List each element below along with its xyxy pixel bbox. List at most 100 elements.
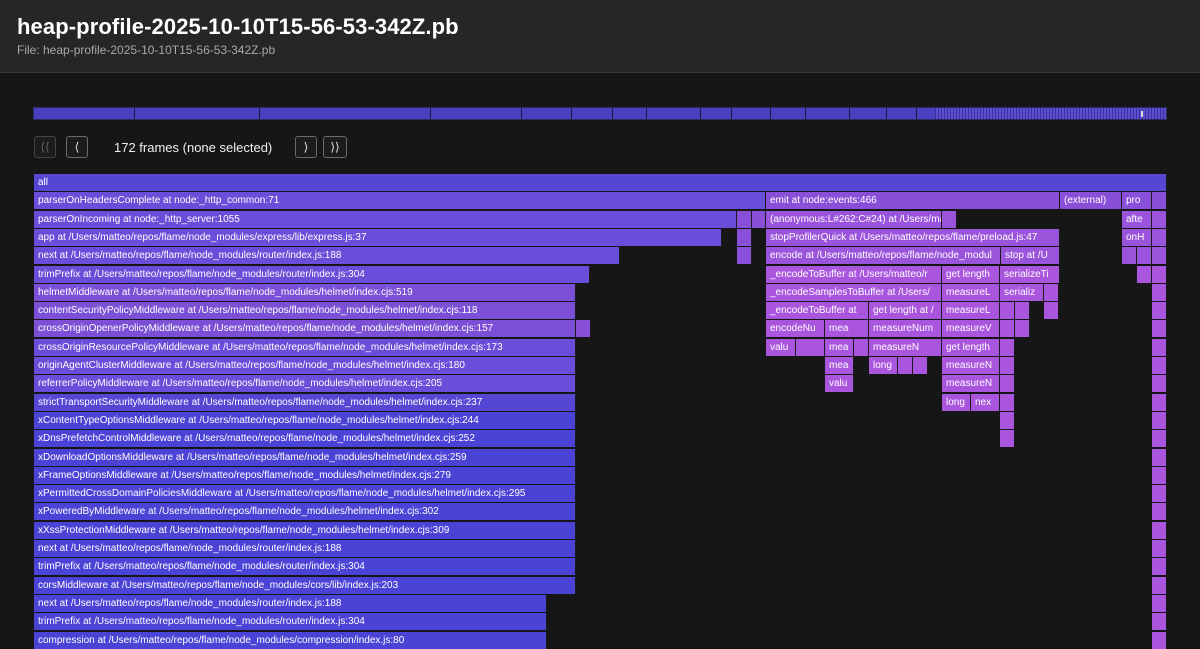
flame-frame[interactable] [1152,449,1167,466]
flame-frame[interactable]: (anonymous:L#262:C#24) at /Users/matteo/… [766,211,942,228]
flame-frame[interactable] [854,339,869,356]
flame-frame[interactable]: parserOnHeadersComplete at node:_http_co… [34,192,766,209]
last-frame-button[interactable]: ⟩⟩ [323,136,347,158]
flame-frame[interactable]: helmetMiddleware at /Users/matteo/repos/… [34,284,576,301]
next-frame-button[interactable]: ⟩ [295,136,317,158]
flame-frame[interactable] [1000,320,1015,337]
flame-frame[interactable]: (external) [1060,192,1122,209]
flame-frame[interactable]: mea [825,357,854,374]
flame-frame[interactable] [576,320,591,337]
flame-frame[interactable]: trimPrefix at /Users/matteo/repos/flame/… [34,558,576,575]
flame-frame[interactable] [1152,467,1167,484]
flame-frame[interactable] [1122,247,1137,264]
flame-frame[interactable]: long [869,357,898,374]
flame-frame[interactable]: get length [942,339,1000,356]
flame-frame[interactable]: _encodeToBuffer at [766,302,869,319]
flame-frame[interactable]: pro [1122,192,1152,209]
flame-frame[interactable]: xPermittedCrossDomainPoliciesMiddleware … [34,485,576,502]
flame-frame[interactable] [1015,302,1030,319]
flame-frame[interactable]: measureN [869,339,942,356]
flame-frame[interactable] [1152,284,1167,301]
flame-frame[interactable]: serializ [1000,284,1044,301]
flame-frame[interactable]: parserOnIncoming at node:_http_server:10… [34,211,737,228]
flame-frame[interactable]: stop at /U [1001,247,1060,264]
prev-frame-button[interactable]: ⟨ [66,136,88,158]
flame-frame[interactable]: afte [1122,211,1152,228]
flame-frame[interactable]: measureN [942,357,1000,374]
flame-frame[interactable]: nex [971,394,1000,411]
flame-frame[interactable]: corsMiddleware at /Users/matteo/repos/fl… [34,577,576,594]
flame-frame[interactable] [737,247,752,264]
flame-frame[interactable]: xContentTypeOptionsMiddleware at /Users/… [34,412,576,429]
flame-frame[interactable] [1000,430,1015,447]
flame-frame[interactable] [1152,558,1167,575]
flame-frame[interactable] [1152,229,1167,246]
flame-frame[interactable]: xXssProtectionMiddleware at /Users/matte… [34,522,576,539]
flame-frame[interactable]: mea [825,339,854,356]
flame-frame[interactable] [1152,613,1167,630]
flame-frame[interactable]: app at /Users/matteo/repos/flame/node_mo… [34,229,722,246]
flame-frame[interactable]: measureL [942,284,1000,301]
flame-frame[interactable] [1152,357,1167,374]
flame-frame[interactable] [1152,430,1167,447]
flame-frame[interactable]: xPoweredByMiddleware at /Users/matteo/re… [34,503,576,520]
flame-frame[interactable]: next at /Users/matteo/repos/flame/node_m… [34,595,547,612]
flame-frame[interactable]: originAgentClusterMiddleware at /Users/m… [34,357,576,374]
flame-frame[interactable] [796,339,825,356]
flame-frame[interactable] [1152,522,1167,539]
flame-frame[interactable]: trimPrefix at /Users/matteo/repos/flame/… [34,613,547,630]
flame-frame[interactable]: valu [825,375,854,392]
flame-frame[interactable]: mea [825,320,869,337]
flame-frame[interactable] [913,357,928,374]
flame-frame[interactable]: trimPrefix at /Users/matteo/repos/flame/… [34,266,590,283]
flame-frame[interactable]: xDnsPrefetchControlMiddleware at /Users/… [34,430,576,447]
first-frame-button[interactable]: ⟨⟨ [34,136,56,158]
flame-frame[interactable] [1152,192,1167,209]
flame-frame[interactable] [1152,394,1167,411]
flame-frame[interactable]: strictTransportSecurityMiddleware at /Us… [34,394,576,411]
flame-frame[interactable] [1152,320,1167,337]
flame-frame[interactable]: all [34,174,1167,191]
flame-frame[interactable] [1152,540,1167,557]
flame-frame[interactable] [1000,302,1015,319]
flame-frame[interactable]: _encodeToBuffer at /Users/matteo/r [766,266,942,283]
flame-frame[interactable] [1044,302,1059,319]
flame-frame[interactable]: next at /Users/matteo/repos/flame/node_m… [34,540,576,557]
flame-frame[interactable]: stopProfilerQuick at /Users/matteo/repos… [766,229,1060,246]
flame-frame[interactable]: measureV [942,320,1000,337]
flame-frame[interactable] [1152,577,1167,594]
flame-frame[interactable]: get length [942,266,1000,283]
flame-frame[interactable] [1152,266,1167,283]
flame-frame[interactable]: encode at /Users/matteo/repos/flame/node… [766,247,1001,264]
flame-frame[interactable]: crossOriginResourcePolicyMiddleware at /… [34,339,576,356]
flame-frame[interactable]: onH [1122,229,1152,246]
flame-frame[interactable] [1000,339,1015,356]
flame-frame[interactable] [737,229,752,246]
flame-frame[interactable] [898,357,913,374]
flame-frame[interactable]: emit at node:events:466 [766,192,1060,209]
flame-frame[interactable] [942,211,957,228]
flame-frame[interactable] [1137,247,1152,264]
flame-frame[interactable] [1152,632,1167,649]
flame-frame[interactable]: long [942,394,971,411]
flame-frame[interactable]: get length at / [869,302,942,319]
flame-frame[interactable] [1152,595,1167,612]
flame-frame[interactable]: referrerPolicyMiddleware at /Users/matte… [34,375,576,392]
flame-frame[interactable] [1152,412,1167,429]
flame-frame[interactable] [1000,412,1015,429]
flame-frame[interactable]: measureL [942,302,1000,319]
flame-frame[interactable] [1152,339,1167,356]
flame-frame[interactable] [1152,302,1167,319]
flame-frame[interactable] [1152,247,1167,264]
flame-frame[interactable] [1015,320,1030,337]
timeline-minimap[interactable] [33,107,1167,120]
flame-frame[interactable] [1000,375,1015,392]
flame-frame[interactable] [1000,357,1015,374]
flame-frame[interactable]: contentSecurityPolicyMiddleware at /User… [34,302,576,319]
flame-frame[interactable]: valu [766,339,796,356]
flame-frame[interactable]: xFrameOptionsMiddleware at /Users/matteo… [34,467,576,484]
flame-frame[interactable]: crossOriginOpenerPolicyMiddleware at /Us… [34,320,576,337]
flame-frame[interactable] [1152,211,1167,228]
flame-frame[interactable]: serializeTi [1000,266,1060,283]
flame-frame[interactable]: _encodeSamplesToBuffer at /Users/ [766,284,942,301]
